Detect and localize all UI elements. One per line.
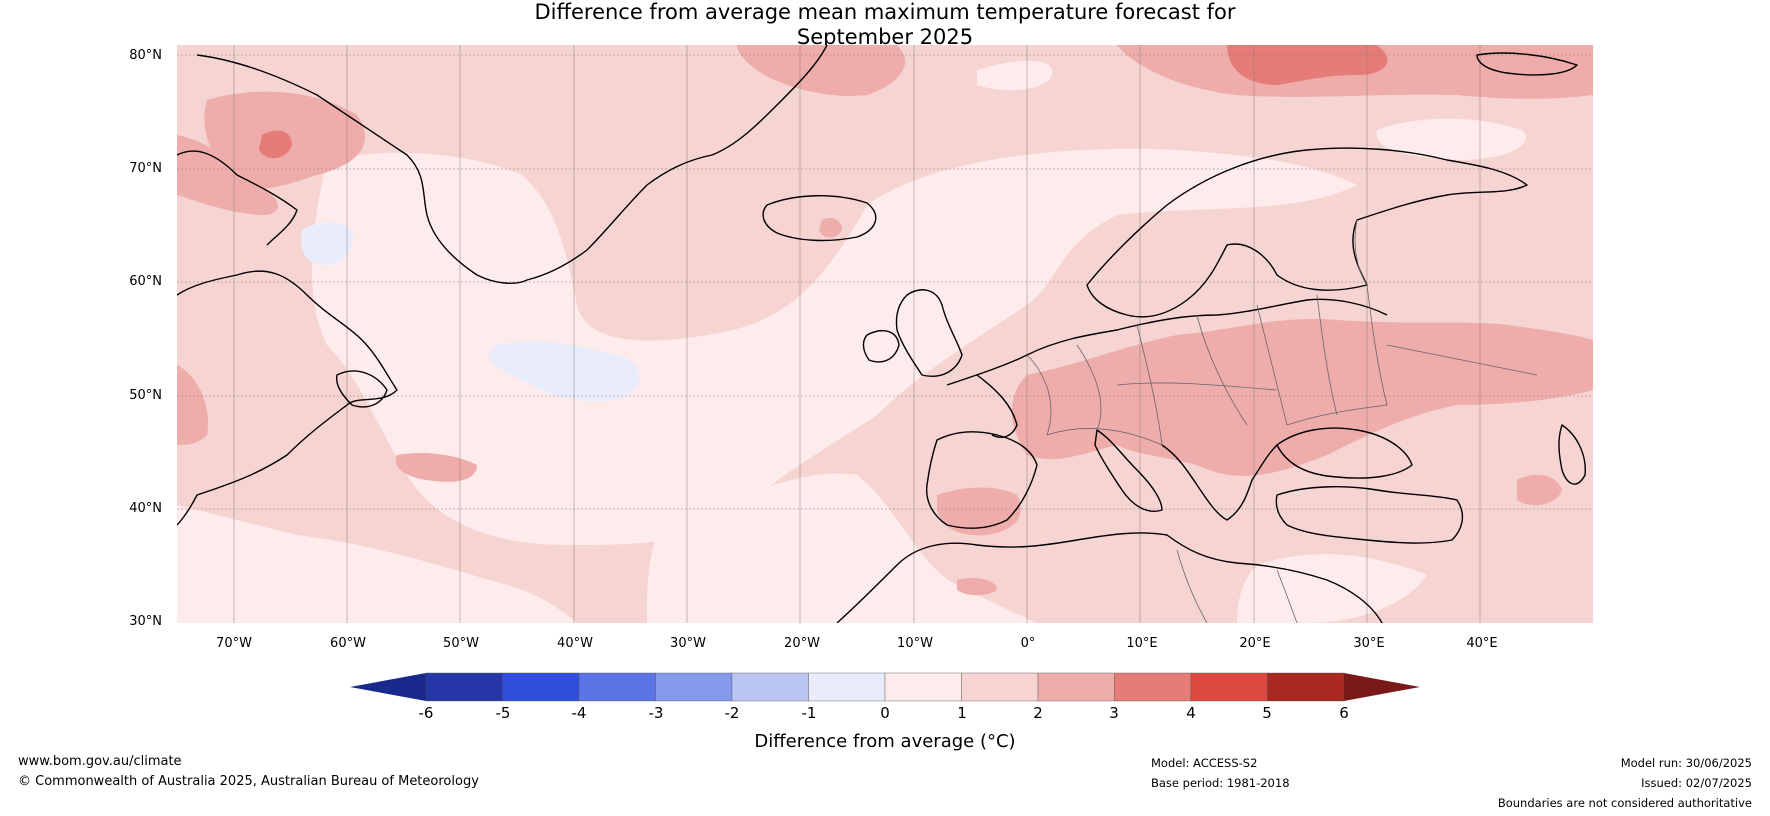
lon-label-70w: 70°W xyxy=(216,636,252,651)
anomaly-band-2-3-baffin xyxy=(177,135,278,215)
anomaly-band-2-3-nw-africa xyxy=(957,578,997,596)
lon-label-50w: 50°W xyxy=(443,636,479,651)
coastline-iceland xyxy=(762,195,877,242)
footer-model: Model: ACCESS-S2 xyxy=(1151,756,1258,770)
anomaly-band-2-3-europe xyxy=(1012,318,1593,476)
lon-label-0: 0° xyxy=(1020,636,1036,651)
footer-copyright: © Commonwealth of Australia 2025, Austra… xyxy=(18,774,479,789)
footer-model-run: Model run: 30/06/2025 xyxy=(1620,756,1752,770)
lat-label-80n: 80°N xyxy=(129,48,162,63)
colorbar-tick--5: -5 xyxy=(495,704,511,722)
colorbar-segment xyxy=(961,672,1039,702)
coastline-great-britain xyxy=(895,289,963,377)
lon-label-40e: 40°E xyxy=(1466,636,1498,651)
colorbar-tick-2: 2 xyxy=(1033,704,1043,722)
colorbar-tick--2: -2 xyxy=(724,704,740,722)
coastline-scandinavia xyxy=(1086,147,1528,318)
coastline-black-sea xyxy=(1276,427,1413,479)
coastline-north-africa xyxy=(836,532,1383,623)
coastline-france xyxy=(976,374,1018,438)
anomaly-band-0-1-southwest xyxy=(177,505,577,623)
colorbar-segment xyxy=(578,672,656,702)
colorbar-segment xyxy=(884,672,962,702)
colorbar-tick-3: 3 xyxy=(1109,704,1119,722)
coastline-turkey xyxy=(1275,486,1464,544)
colorbar-segment xyxy=(1190,672,1268,702)
colorbar-tick--6: -6 xyxy=(418,704,434,722)
lat-label-70n: 70°N xyxy=(129,161,162,176)
anomaly-band-2-3-greenland-east xyxy=(737,45,906,96)
anomaly-band-0-1-barents xyxy=(1376,118,1526,160)
longitude-gridlines xyxy=(233,45,1481,623)
colorbar-label: Difference from average (°C) xyxy=(754,731,1016,752)
coastline-europe xyxy=(946,298,1388,386)
colorbar-segment xyxy=(1267,672,1345,702)
lat-label-40n: 40°N xyxy=(129,501,162,516)
anomaly-band-3-4-svalbard xyxy=(1227,45,1388,85)
latitude-gridlines xyxy=(177,54,1593,510)
coastline-caspian xyxy=(1558,424,1586,485)
colorbar-tick-6: 6 xyxy=(1339,704,1349,722)
chart-title: Difference from average mean maximum tem… xyxy=(0,0,1770,50)
lon-label-20w: 20°W xyxy=(784,636,820,651)
coastline-labrador xyxy=(177,270,398,526)
anomaly-band-neg1-0-labrador-sea xyxy=(301,222,354,266)
anomaly-band-neg1-0-north-atlantic xyxy=(488,340,640,402)
colorbar-over-triangle xyxy=(1344,673,1420,701)
coastline-greenland xyxy=(196,45,828,284)
anomaly-band-0-1-north-africa xyxy=(1237,554,1427,623)
coastline-newfoundland xyxy=(335,370,388,408)
colorbar xyxy=(350,672,1420,702)
lon-label-30w: 30°W xyxy=(670,636,706,651)
colorbar-under-triangle xyxy=(350,673,426,701)
footer-base-period: Base period: 1981-2018 xyxy=(1151,776,1290,790)
coastline-italy xyxy=(1094,429,1163,512)
colorbar-segment xyxy=(425,672,503,702)
coastline-ireland xyxy=(862,329,900,363)
colorbar-tick-5: 5 xyxy=(1262,704,1272,722)
lon-label-20e: 20°E xyxy=(1239,636,1271,651)
colorbar-tick--4: -4 xyxy=(571,704,587,722)
coastline-iberia xyxy=(925,431,1038,529)
anomaly-band-0-1-atlantic xyxy=(312,148,1357,545)
lat-label-30n: 30°N xyxy=(129,614,162,629)
anomaly-band-2-3-hudson xyxy=(177,365,208,445)
title-line-1: Difference from average mean maximum tem… xyxy=(534,0,1236,24)
colorbar-tick--1: -1 xyxy=(801,704,817,722)
colorbar-segment xyxy=(655,672,733,702)
anomaly-band-0-1-arctic xyxy=(977,60,1053,91)
lon-label-10e: 10°E xyxy=(1126,636,1158,651)
lon-label-30e: 30°E xyxy=(1353,636,1385,651)
lon-label-40w: 40°W xyxy=(557,636,593,651)
country-borders xyxy=(1026,219,1538,623)
coastlines xyxy=(177,45,1586,623)
footer-issued: Issued: 02/07/2025 xyxy=(1641,776,1752,790)
anomaly-band-2-3-atlantic xyxy=(395,453,477,482)
colorbar-segment xyxy=(808,672,886,702)
lat-label-50n: 50°N xyxy=(129,388,162,403)
temperature-anomaly-map xyxy=(177,45,1593,623)
colorbar-segment xyxy=(1037,672,1115,702)
lon-label-10w: 10°W xyxy=(897,636,933,651)
lat-label-60n: 60°N xyxy=(129,274,162,289)
lon-label-60w: 60°W xyxy=(330,636,366,651)
coastline-novaya-zemlya xyxy=(1476,52,1578,76)
colorbar-tick-0: 0 xyxy=(880,704,890,722)
anomaly-band-0-1-atlantic-south xyxy=(647,473,1037,623)
colorbar-tick-1: 1 xyxy=(957,704,967,722)
anomaly-band-2-3-iceland xyxy=(819,218,842,238)
coastline-baffin xyxy=(177,150,298,246)
anomaly-band-3-4-baffin-island xyxy=(259,130,292,159)
colorbar-tick-4: 4 xyxy=(1186,704,1196,722)
coastline-balkans xyxy=(1161,444,1278,521)
footer-website: www.bom.gov.au/climate xyxy=(18,754,182,769)
colorbar-segment xyxy=(502,672,580,702)
colorbar-segments xyxy=(350,672,1420,702)
footer-disclaimer: Boundaries are not considered authoritat… xyxy=(1497,796,1752,810)
anomaly-band-2-3-caucasus xyxy=(1517,474,1562,506)
colorbar-tick--3: -3 xyxy=(648,704,664,722)
colorbar-segment xyxy=(1114,672,1192,702)
colorbar-segment xyxy=(731,672,809,702)
